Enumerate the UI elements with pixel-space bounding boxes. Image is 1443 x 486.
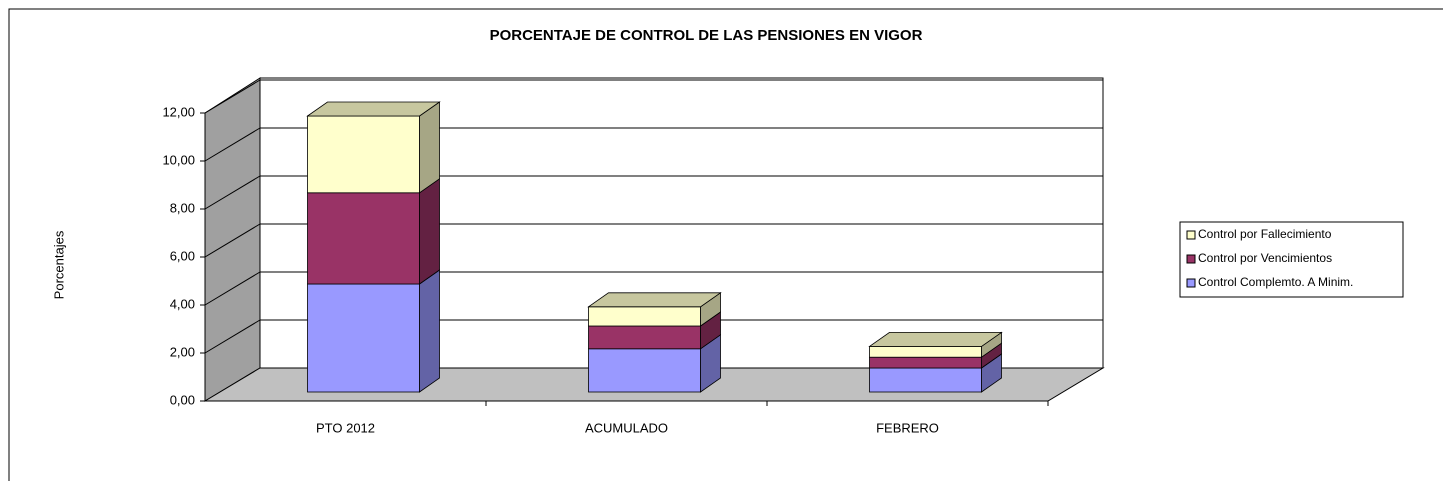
- bar-segment: [307, 192, 420, 285]
- bar-segment: [307, 283, 420, 393]
- chart-title: PORCENTAJE DE CONTROL DE LAS PENSIONES E…: [490, 27, 923, 44]
- y-tick-label: 12,00: [162, 104, 195, 119]
- bar-top: [306, 101, 441, 117]
- grid-line: [204, 127, 261, 162]
- bar-side: [419, 269, 440, 393]
- y-tick-label: 2,00: [170, 344, 195, 359]
- bar-segment: [869, 356, 982, 369]
- x-tick-label: ACUMULADO: [585, 420, 668, 435]
- legend-box: [1179, 221, 1404, 298]
- grid-line: [204, 175, 261, 210]
- bar-segment: [588, 348, 701, 393]
- legend-swatch: [1186, 254, 1196, 264]
- grid-line: [204, 79, 261, 114]
- y-tick-label: 0,00: [170, 392, 195, 407]
- y-tick-label: 8,00: [170, 200, 195, 215]
- y-tick-label: 10,00: [162, 152, 195, 167]
- grid-line: [204, 271, 261, 306]
- bar-segment: [588, 325, 701, 350]
- grid-line: [204, 223, 261, 258]
- x-tick-label: PTO 2012: [316, 420, 375, 435]
- legend-swatch: [1186, 230, 1196, 240]
- bar-segment: [869, 367, 982, 393]
- legend-swatch: [1186, 278, 1196, 288]
- legend-label: Control Complemto. A Minim.: [1198, 275, 1353, 289]
- side-wall: [204, 77, 261, 402]
- bar-side: [419, 101, 440, 194]
- bar-top: [868, 331, 1003, 347]
- legend-label: Control por Fallecimiento: [1198, 227, 1332, 241]
- y-tick-label: 4,00: [170, 296, 195, 311]
- bar-segment: [307, 115, 420, 194]
- y-tick-label: 6,00: [170, 248, 195, 263]
- bar-segment: [588, 306, 701, 327]
- grid-line: [204, 319, 261, 354]
- legend-label: Control por Vencimientos: [1198, 251, 1332, 265]
- bar-segment: [869, 345, 982, 358]
- bar-top: [587, 292, 722, 308]
- bar-side: [419, 178, 440, 285]
- y-axis-label: Porcentajes: [51, 230, 66, 299]
- x-tick-label: FEBRERO: [876, 420, 939, 435]
